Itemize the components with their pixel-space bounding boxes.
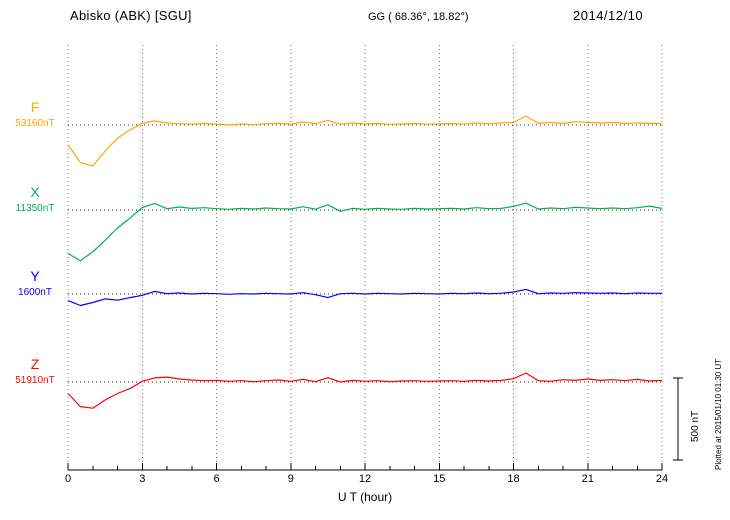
series-label-z: Z 51910nT — [6, 356, 64, 387]
trace-y — [67, 288, 662, 307]
x-tick-label: 0 — [64, 473, 72, 485]
x-tick-label: 15 — [433, 473, 446, 485]
trace-z — [67, 372, 663, 409]
scalebar-label: 500 nT — [690, 410, 701, 442]
trace-f — [67, 115, 663, 167]
x-tick-label: 24 — [655, 473, 669, 485]
baseline-value-z: 51910nT — [15, 375, 55, 387]
x-tick-label: 12 — [358, 473, 372, 485]
plot-date: 2014/12/10 — [573, 8, 644, 23]
baseline-value-y: 1600nT — [18, 287, 52, 299]
component-letter-f: F — [30, 99, 40, 115]
x-tick-label: 21 — [581, 473, 594, 485]
component-letter-y: Y — [30, 268, 40, 284]
series-label-f: F 53160nT — [6, 99, 64, 130]
series-label-x: X 11350nT — [6, 184, 64, 215]
component-letter-z: Z — [30, 356, 40, 372]
plotted-at-note: Plotted at 2015/01/10 01:30 UT — [714, 358, 723, 470]
x-tick-label: 3 — [139, 473, 146, 485]
baseline-value-f: 53160nT — [15, 118, 55, 130]
trace-x — [67, 202, 663, 262]
x-tick-label: 18 — [507, 473, 520, 485]
x-tick-label: 9 — [287, 473, 294, 485]
geographic-coords: GG ( 68.36°, 18.82°) — [368, 11, 469, 23]
baseline-value-x: 11350nT — [15, 203, 55, 215]
x-axis-label: U T (hour) — [337, 490, 393, 504]
component-letter-x: X — [30, 184, 40, 200]
station-title: Abisko (ABK) [SGU] — [70, 8, 192, 23]
series-label-y: Y 1600nT — [6, 268, 64, 299]
x-tick-label: 6 — [213, 473, 220, 485]
